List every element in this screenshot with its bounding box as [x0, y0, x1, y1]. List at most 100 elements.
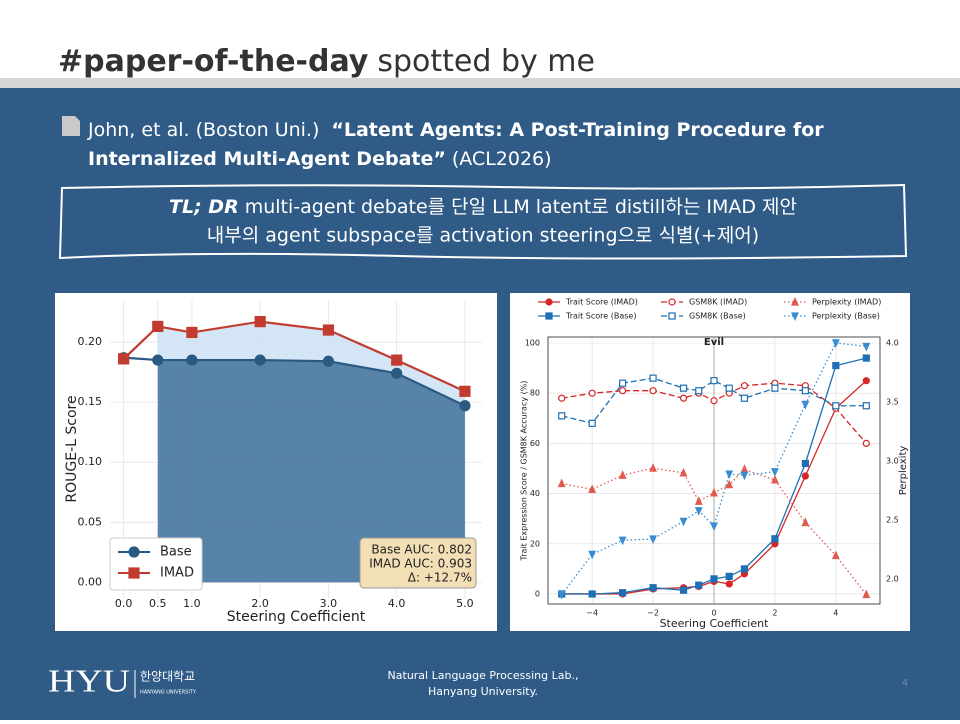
citation-authors: John, et al. (Boston Uni.) — [87, 119, 319, 141]
marker — [695, 581, 703, 589]
header-rest: spotted by me — [377, 44, 595, 79]
y2-tick-label: 2.0 — [886, 575, 899, 584]
x-tick-label: 2.0 — [251, 597, 269, 610]
logo-kr: 한양대학교 — [140, 670, 195, 684]
x-tick-label: −4 — [586, 609, 598, 618]
marker — [322, 324, 335, 336]
doc-icon — [62, 116, 80, 136]
legend-label: Trait Score (Base) — [565, 312, 636, 321]
legend-label: Base — [160, 545, 192, 560]
marker — [801, 387, 809, 395]
y2-axis-label: Perplexity — [898, 446, 909, 496]
marker — [694, 507, 703, 516]
marker — [862, 589, 871, 599]
citation-line1: John, et al. (Boston Uni.) “Latent Agents… — [87, 119, 824, 141]
marker — [618, 470, 627, 479]
footer-lab: Hanyang University. — [428, 685, 538, 698]
marker — [831, 339, 840, 348]
marker — [740, 394, 749, 402]
legend-marker — [545, 312, 553, 320]
footer-lab: Natural Language Processing Lab., — [388, 669, 579, 682]
marker — [801, 472, 809, 480]
y-tick-label: 0.05 — [78, 515, 103, 528]
marker — [558, 412, 566, 420]
marker — [832, 362, 840, 370]
y-tick-label: 0.10 — [78, 455, 103, 468]
page-number: 4 — [902, 678, 908, 689]
marker — [801, 400, 810, 410]
marker — [649, 584, 657, 592]
citation-title: Internalized Multi-Agent Debate” — [88, 148, 446, 170]
marker — [740, 382, 749, 390]
marker — [695, 387, 703, 395]
marker — [801, 459, 809, 468]
y-tick-label: 0 — [535, 589, 540, 598]
header-tag: #paper-of-the-day — [58, 44, 369, 79]
marker — [679, 517, 688, 527]
marker — [186, 326, 198, 339]
marker — [459, 385, 471, 397]
marker — [832, 402, 840, 410]
marker — [862, 342, 871, 352]
marker — [649, 387, 657, 395]
marker — [862, 354, 870, 362]
y-tick-label: 20 — [530, 539, 540, 548]
marker — [118, 353, 130, 365]
annotation: Base AUC: 0.802 — [371, 543, 472, 557]
marker — [679, 467, 688, 477]
marker — [649, 535, 658, 545]
marker — [322, 355, 335, 367]
marker — [725, 572, 733, 580]
marker — [740, 471, 749, 481]
marker — [391, 354, 403, 366]
tldr-label: TL; DR — [169, 196, 239, 218]
y2-tick-label: 3.5 — [886, 397, 899, 406]
legend-label: Perplexity (Base) — [812, 312, 880, 321]
marker — [557, 478, 566, 488]
area-between — [157, 321, 465, 406]
x-tick-label: 0.5 — [149, 597, 167, 610]
x-tick-label: 0 — [711, 609, 716, 618]
logo: HYU — [48, 662, 130, 698]
charts: 0.00 0.05 0.10 0.15 0.20 0.0 0.5 1.0 2.0 3.0 4.0 5.… — [64, 296, 909, 630]
y-tick-label: 100 — [525, 339, 540, 348]
legend-marker — [791, 296, 799, 306]
y-tick-label: 0.00 — [78, 575, 103, 588]
marker — [740, 565, 749, 573]
x-tick-label: 2 — [772, 609, 777, 618]
marker — [771, 384, 779, 392]
marker — [694, 496, 703, 505]
tldr-line1: TL; DR multi-agent debate를 단일 LLM latent로… — [169, 196, 797, 218]
marker — [725, 580, 733, 588]
tldr-text: multi-agent debate를 단일 LLM latent로 disti… — [245, 196, 797, 218]
citation-title: “Latent Agents: A Post-Training Procedur… — [331, 119, 824, 141]
legend-label: IMAD — [160, 566, 194, 581]
legend-label: Perplexity (IMAD) — [812, 298, 881, 307]
y-axis-label: Trait Expression Score / GSM8K Accuracy … — [520, 381, 529, 562]
citation-line2: Internalized Multi-Agent Debate” (ACL2026… — [88, 148, 552, 170]
legend-label: GSM8K (IMAD) — [689, 298, 747, 307]
legend-label: Trait Score (IMAD) — [565, 298, 638, 307]
marker — [619, 589, 627, 597]
x-tick-label: 4 — [833, 609, 838, 618]
annotation: Δ: +12.7% — [408, 571, 472, 585]
logo-en: HANYANG UNIVERSITY — [140, 690, 197, 696]
header-rule — [0, 78, 960, 88]
marker — [679, 384, 688, 392]
citation-venue: (ACL2026) — [452, 148, 552, 170]
marker — [152, 320, 164, 333]
area — [157, 360, 465, 583]
legend-marker — [128, 546, 140, 558]
x-tick-label: 0.0 — [115, 597, 133, 610]
x-tick-label: −2 — [647, 609, 659, 618]
y2-tick-label: 4.0 — [886, 338, 899, 347]
marker — [710, 522, 718, 532]
marker — [558, 394, 566, 402]
marker — [152, 354, 164, 366]
marker — [254, 354, 266, 366]
marker — [186, 354, 198, 366]
y2-tick-label: 3.0 — [886, 457, 899, 466]
y2-tick-label: 2.5 — [886, 516, 899, 525]
marker — [588, 389, 596, 397]
